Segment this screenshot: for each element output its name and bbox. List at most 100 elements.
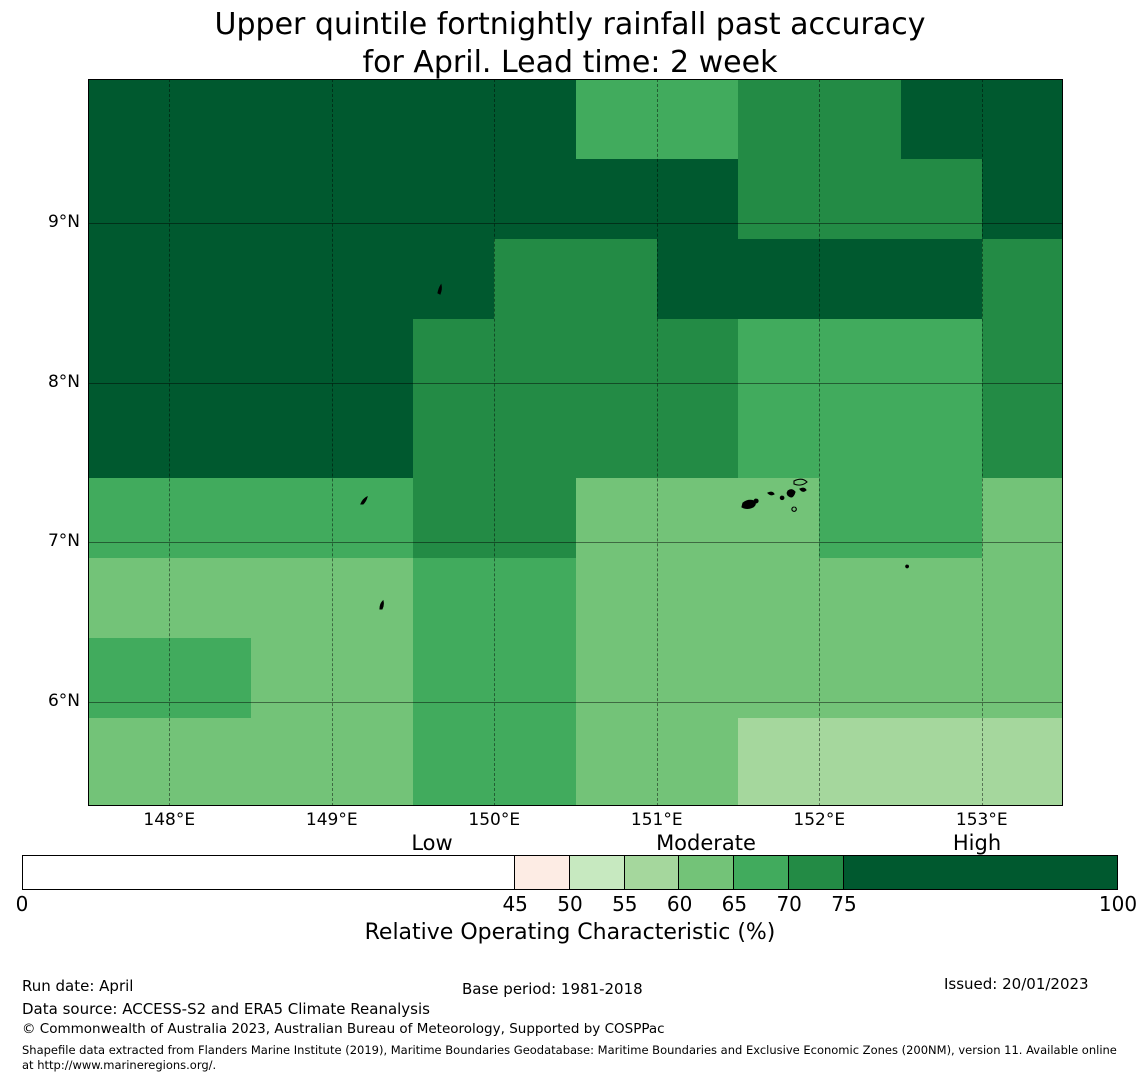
colorbar-tick-label: 45 <box>502 892 528 916</box>
heatmap-cell <box>738 478 820 559</box>
heatmap-cells <box>88 79 1063 806</box>
colorbar-tick-label: 100 <box>1098 892 1138 916</box>
heatmap-cell <box>413 638 495 719</box>
heatmap-cell <box>738 558 820 639</box>
heatmap-cell <box>900 318 983 400</box>
heatmap-cell <box>494 558 577 639</box>
page-title: Upper quintile fortnightly rainfall past… <box>214 7 926 80</box>
heatmap-cell <box>169 398 252 480</box>
heatmap-cell <box>494 318 577 400</box>
heatmap-cell <box>331 158 414 240</box>
colorbar-segment <box>514 856 570 889</box>
y-axis-tick-label: 6°N <box>47 691 80 712</box>
heatmap-cell <box>494 79 577 160</box>
heatmap-cell <box>656 478 739 559</box>
heatmap-cell <box>331 638 414 719</box>
heatmap-cell <box>738 318 820 400</box>
footer-shapefile-note: Shapefile data extracted from Flanders M… <box>22 1043 1117 1072</box>
heatmap-cell <box>900 158 983 240</box>
heatmap-cell <box>494 238 577 320</box>
colorbar-tick-label: 70 <box>776 892 802 916</box>
gridline-vertical <box>169 79 171 806</box>
heatmap-cell <box>494 718 577 806</box>
heatmap-cell <box>494 398 577 480</box>
heatmap-cell <box>88 158 170 240</box>
gridline-horizontal <box>88 382 1063 384</box>
colorbar-segment <box>678 856 735 889</box>
heatmap-cell <box>738 79 820 160</box>
heatmap-cell <box>575 238 658 320</box>
gridline-horizontal <box>88 542 1063 544</box>
heatmap-cell <box>250 718 333 806</box>
heatmap-cell <box>88 398 170 480</box>
heatmap-cell <box>575 718 658 806</box>
heatmap-cell <box>900 558 983 639</box>
heatmap-cell <box>656 638 739 719</box>
heatmap-cell <box>656 158 739 240</box>
heatmap-cell <box>331 238 414 320</box>
heatmap-cell <box>413 718 495 806</box>
heatmap-cell <box>819 398 902 480</box>
heatmap-cell <box>738 638 820 719</box>
heatmap-cell <box>656 558 739 639</box>
heatmap-plot[interactable] <box>88 79 1063 806</box>
heatmap-cell <box>981 238 1063 320</box>
footer-run-date: Run date: April <box>22 977 134 995</box>
heatmap-cell <box>819 638 902 719</box>
heatmap-cell <box>819 718 902 806</box>
heatmap-cell <box>981 318 1063 400</box>
heatmap-cell <box>88 718 170 806</box>
heatmap-cell <box>656 398 739 480</box>
heatmap-cell <box>981 478 1063 559</box>
gridline-horizontal <box>88 702 1063 704</box>
heatmap-cell <box>981 79 1063 160</box>
heatmap-cell <box>250 638 333 719</box>
footer-data-source: Data source: ACCESS-S2 and ERA5 Climate … <box>22 1000 430 1018</box>
colorbar-segment <box>623 856 680 889</box>
heatmap-cell <box>169 558 252 639</box>
heatmap-cell <box>331 79 414 160</box>
heatmap-cell <box>981 158 1063 240</box>
heatmap-cell <box>575 558 658 639</box>
colorbar-tick-label: 55 <box>612 892 638 916</box>
colorbar-tick-label: 50 <box>557 892 583 916</box>
heatmap-cell <box>169 79 252 160</box>
heatmap-cell <box>900 718 983 806</box>
heatmap-cell <box>88 558 170 639</box>
heatmap-cell <box>169 158 252 240</box>
heatmap-cell <box>413 79 495 160</box>
heatmap-cell <box>169 638 252 719</box>
heatmap-cell <box>88 638 170 719</box>
heatmap-cell <box>250 158 333 240</box>
heatmap-cell <box>738 158 820 240</box>
colorbar[interactable] <box>22 855 1118 890</box>
heatmap-cell <box>250 478 333 559</box>
heatmap-cell <box>819 318 902 400</box>
heatmap-cell <box>575 478 658 559</box>
x-axis-tick-label: 152°E <box>793 810 846 830</box>
heatmap-cell <box>900 638 983 719</box>
heatmap-cell <box>494 478 577 559</box>
footer-issued-date: Issued: 20/01/2023 <box>944 975 1089 993</box>
skill-category-label: Moderate <box>656 831 756 855</box>
gridline-vertical <box>331 79 333 806</box>
heatmap-cell <box>981 558 1063 639</box>
heatmap-cell <box>981 398 1063 480</box>
heatmap-cell <box>494 638 577 719</box>
heatmap-cell <box>169 718 252 806</box>
footer-base-period: Base period: 1981-2018 <box>462 980 643 998</box>
heatmap-cell <box>900 238 983 320</box>
heatmap-cell <box>250 79 333 160</box>
heatmap-cell <box>413 558 495 639</box>
heatmap-cell <box>413 318 495 400</box>
heatmap-cell <box>413 478 495 559</box>
colorbar-tick-label: 0 <box>15 892 29 916</box>
heatmap-cell <box>575 318 658 400</box>
colorbar-segment <box>842 856 1118 889</box>
heatmap-cell <box>575 398 658 480</box>
colorbar-tick-label: 65 <box>721 892 748 916</box>
heatmap-cell <box>88 318 170 400</box>
heatmap-cell <box>250 398 333 480</box>
gridline-vertical <box>494 79 496 806</box>
gridline-vertical <box>981 79 983 806</box>
